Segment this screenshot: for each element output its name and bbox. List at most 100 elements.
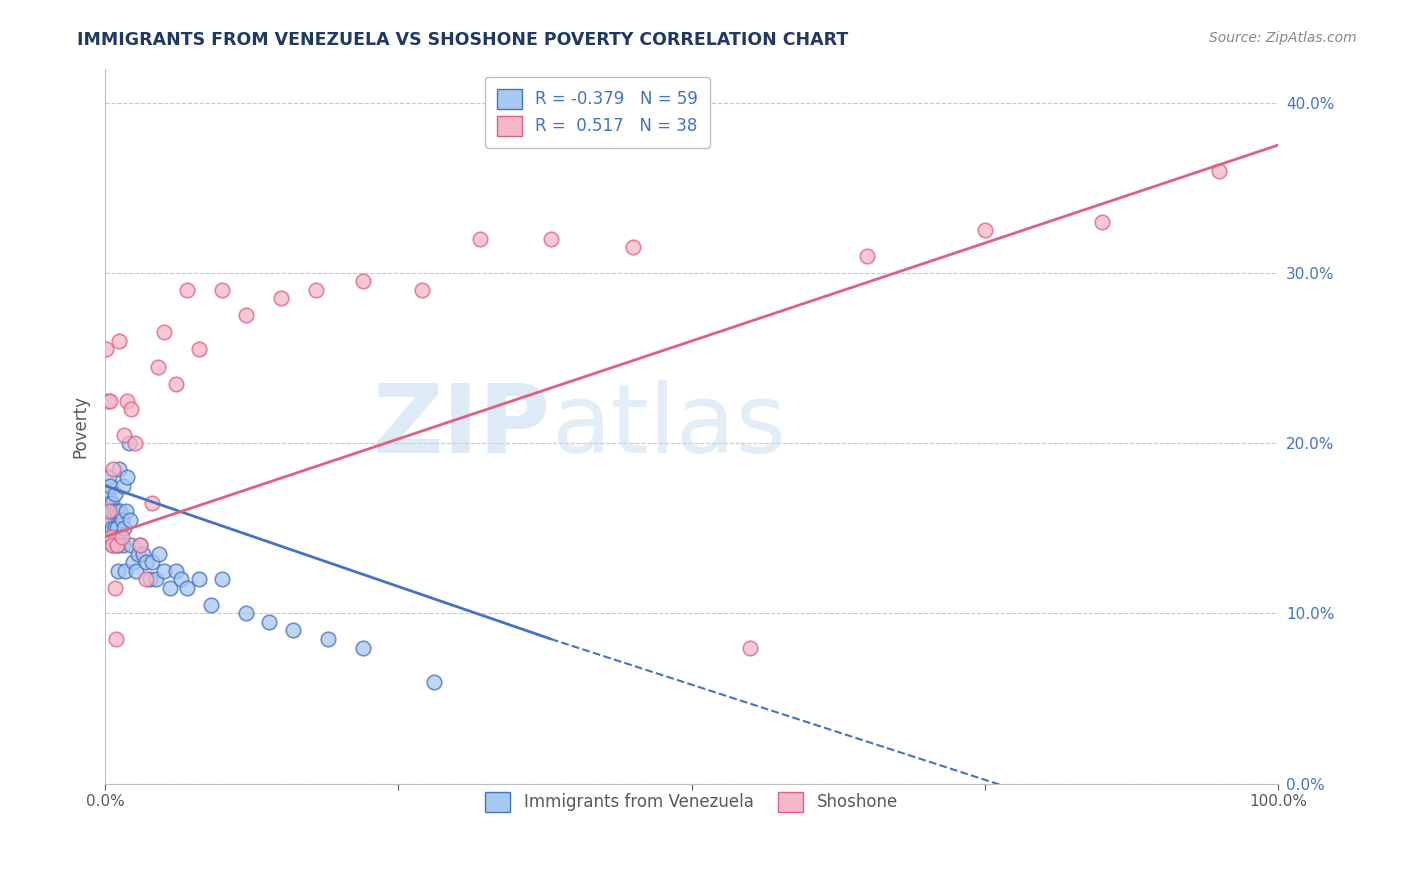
Point bbox=[1208, 163, 1230, 178]
Point bbox=[97, 504, 120, 518]
Point bbox=[973, 223, 995, 237]
Point bbox=[176, 283, 198, 297]
Point bbox=[153, 564, 176, 578]
Point bbox=[114, 564, 136, 578]
Point bbox=[141, 555, 163, 569]
Point bbox=[129, 538, 152, 552]
Point bbox=[96, 504, 118, 518]
Point bbox=[111, 479, 134, 493]
Point bbox=[118, 436, 141, 450]
Point bbox=[740, 640, 762, 655]
Point bbox=[108, 461, 131, 475]
Point bbox=[100, 504, 122, 518]
Point bbox=[621, 240, 644, 254]
Point bbox=[1091, 215, 1114, 229]
Point bbox=[96, 393, 118, 408]
Point bbox=[103, 538, 125, 552]
Point bbox=[98, 393, 121, 408]
Text: atlas: atlas bbox=[551, 380, 786, 473]
Point bbox=[101, 496, 124, 510]
Point bbox=[98, 479, 121, 493]
Point bbox=[352, 274, 374, 288]
Point bbox=[540, 232, 562, 246]
Point bbox=[188, 343, 211, 357]
Point bbox=[104, 530, 127, 544]
Point bbox=[135, 555, 157, 569]
Point bbox=[96, 513, 118, 527]
Point bbox=[145, 573, 167, 587]
Point bbox=[97, 470, 120, 484]
Point bbox=[316, 632, 339, 646]
Point bbox=[176, 581, 198, 595]
Point bbox=[132, 547, 155, 561]
Point bbox=[100, 530, 122, 544]
Point bbox=[235, 309, 257, 323]
Point bbox=[211, 283, 233, 297]
Point bbox=[103, 461, 125, 475]
Point bbox=[108, 334, 131, 348]
Point bbox=[165, 376, 187, 391]
Point bbox=[148, 547, 170, 561]
Point bbox=[105, 538, 128, 552]
Point bbox=[129, 538, 152, 552]
Point bbox=[107, 538, 129, 552]
Point bbox=[141, 496, 163, 510]
Point bbox=[281, 624, 304, 638]
Point bbox=[104, 521, 127, 535]
Point bbox=[211, 573, 233, 587]
Point bbox=[352, 640, 374, 655]
Point bbox=[104, 632, 127, 646]
Point bbox=[96, 487, 118, 501]
Point bbox=[188, 573, 211, 587]
Point bbox=[117, 470, 139, 484]
Point bbox=[235, 607, 257, 621]
Point bbox=[112, 521, 135, 535]
Point bbox=[165, 564, 187, 578]
Point bbox=[96, 343, 118, 357]
Point bbox=[259, 615, 281, 629]
Point bbox=[856, 249, 879, 263]
Point bbox=[111, 530, 134, 544]
Point bbox=[108, 530, 131, 544]
Point bbox=[101, 521, 124, 535]
Text: IMMIGRANTS FROM VENEZUELA VS SHOSHONE POVERTY CORRELATION CHART: IMMIGRANTS FROM VENEZUELA VS SHOSHONE PO… bbox=[77, 31, 849, 49]
Point bbox=[115, 504, 138, 518]
Point bbox=[97, 513, 120, 527]
Point bbox=[200, 598, 222, 612]
Point bbox=[105, 521, 128, 535]
Point bbox=[104, 504, 127, 518]
Point bbox=[422, 674, 444, 689]
Point bbox=[122, 555, 145, 569]
Point bbox=[118, 513, 141, 527]
Point bbox=[153, 326, 176, 340]
Text: ZIP: ZIP bbox=[373, 380, 551, 473]
Point bbox=[135, 573, 157, 587]
Point bbox=[127, 547, 149, 561]
Point bbox=[159, 581, 181, 595]
Point bbox=[411, 283, 433, 297]
Point bbox=[105, 504, 128, 518]
Point bbox=[139, 573, 162, 587]
Legend: Immigrants from Venezuela, Shoshone: Immigrants from Venezuela, Shoshone bbox=[472, 779, 911, 825]
Point bbox=[107, 564, 129, 578]
Point bbox=[105, 538, 128, 552]
Point bbox=[98, 496, 121, 510]
Point bbox=[146, 359, 169, 374]
Point bbox=[270, 292, 292, 306]
Point bbox=[103, 504, 125, 518]
Point bbox=[112, 427, 135, 442]
Point bbox=[305, 283, 328, 297]
Point bbox=[111, 513, 134, 527]
Text: Source: ZipAtlas.com: Source: ZipAtlas.com bbox=[1209, 31, 1357, 45]
Point bbox=[101, 538, 124, 552]
Point bbox=[470, 232, 492, 246]
Point bbox=[170, 573, 193, 587]
Point bbox=[104, 487, 127, 501]
Point bbox=[124, 436, 146, 450]
Point bbox=[125, 564, 148, 578]
Point bbox=[120, 402, 142, 417]
Point bbox=[117, 393, 139, 408]
Point bbox=[100, 530, 122, 544]
Point bbox=[104, 581, 127, 595]
Y-axis label: Poverty: Poverty bbox=[72, 394, 89, 458]
